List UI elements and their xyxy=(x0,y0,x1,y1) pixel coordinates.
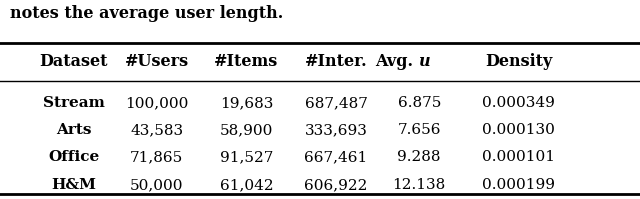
Text: 687,487: 687,487 xyxy=(305,97,367,110)
Text: Stream: Stream xyxy=(43,97,104,110)
Text: 7.656: 7.656 xyxy=(397,123,441,137)
Text: Dataset: Dataset xyxy=(39,53,108,70)
Text: 71,865: 71,865 xyxy=(130,150,184,164)
Text: 43,583: 43,583 xyxy=(130,123,184,137)
Text: 667,461: 667,461 xyxy=(305,150,367,164)
Text: 58,900: 58,900 xyxy=(220,123,273,137)
Text: 19,683: 19,683 xyxy=(220,97,273,110)
Text: #Inter.: #Inter. xyxy=(305,53,367,70)
Text: 9.288: 9.288 xyxy=(397,150,441,164)
Text: 0.000101: 0.000101 xyxy=(482,150,555,164)
Text: Density: Density xyxy=(484,53,552,70)
Text: Arts: Arts xyxy=(56,123,92,137)
Text: 12.138: 12.138 xyxy=(392,179,446,192)
Text: 606,922: 606,922 xyxy=(304,179,368,192)
Text: 100,000: 100,000 xyxy=(125,97,189,110)
Text: 6.875: 6.875 xyxy=(397,97,441,110)
Text: 0.000349: 0.000349 xyxy=(482,97,555,110)
Text: 50,000: 50,000 xyxy=(130,179,184,192)
Text: Avg.: Avg. xyxy=(376,53,419,70)
Text: notes the average user length.: notes the average user length. xyxy=(10,5,283,22)
Text: 91,527: 91,527 xyxy=(220,150,273,164)
Text: 0.000199: 0.000199 xyxy=(482,179,555,192)
Text: Office: Office xyxy=(48,150,99,164)
Text: u: u xyxy=(419,53,431,70)
Text: 0.000130: 0.000130 xyxy=(482,123,555,137)
Text: H&M: H&M xyxy=(51,179,96,192)
Text: 333,693: 333,693 xyxy=(305,123,367,137)
Text: #Users: #Users xyxy=(125,53,189,70)
Text: #Items: #Items xyxy=(214,53,278,70)
Text: 61,042: 61,042 xyxy=(220,179,273,192)
